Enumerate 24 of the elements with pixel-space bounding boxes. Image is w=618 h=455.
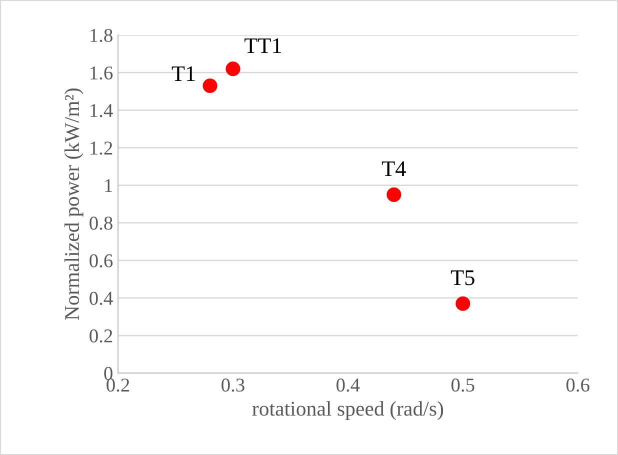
annotation: TT1 — [244, 38, 282, 53]
y-tick-label: 0.6 — [90, 254, 113, 268]
annotation: T4 — [382, 161, 406, 176]
x-axis-title: rotational speed (rad/s) — [252, 401, 444, 420]
y-tick-label: 1.4 — [90, 104, 113, 118]
y-tick-label: 1.2 — [90, 142, 112, 155]
annotation: T5 — [450, 270, 474, 286]
y-tick-label: 0.4 — [90, 292, 113, 305]
point — [202, 78, 218, 94]
x-tick-label: 0.4 — [336, 378, 360, 392]
annotation: T1 — [172, 66, 195, 82]
y-tick-label: 0.8 — [90, 216, 112, 230]
x-tick-label: 0.3 — [222, 378, 244, 392]
y-tick-label: 0.2 — [90, 329, 112, 343]
y-tick-label: 1 — [105, 179, 112, 192]
y-axis-title: Normalized power (kW/m²) — [64, 88, 84, 320]
y-tick-label: 0 — [104, 366, 112, 380]
x-tick-label: 0.6 — [566, 378, 590, 392]
x-tick-label: 0.5 — [451, 378, 474, 392]
y-tick-label: 1.6 — [90, 66, 113, 80]
y-tick-label: 1.8 — [90, 28, 112, 42]
point — [386, 187, 402, 202]
point — [456, 296, 470, 311]
point — [226, 62, 240, 76]
